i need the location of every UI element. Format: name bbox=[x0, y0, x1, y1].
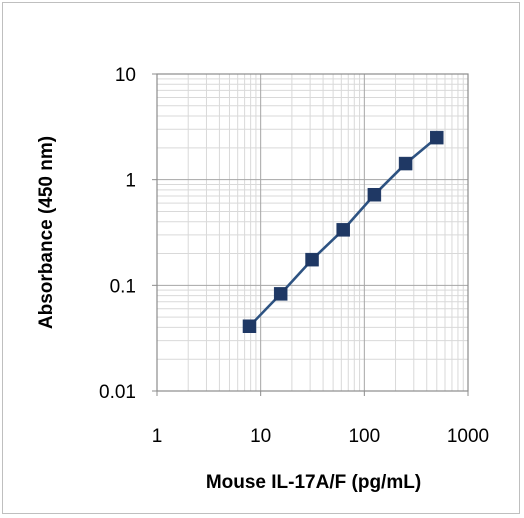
y-tick-label: 10 bbox=[115, 65, 136, 86]
y-tick-label: 0.1 bbox=[110, 276, 136, 297]
axis-ticks bbox=[152, 73, 469, 396]
data-point-marker bbox=[430, 130, 444, 145]
data-point-marker bbox=[242, 319, 257, 333]
grid-minor bbox=[157, 74, 468, 391]
data-point-marker bbox=[305, 252, 319, 267]
x-tick-label: 100 bbox=[348, 426, 380, 447]
y-tick-label: 1 bbox=[125, 171, 136, 192]
series-markers bbox=[242, 130, 444, 333]
y-axis-title: Absorbance (450 nm) bbox=[36, 136, 57, 329]
data-point-marker bbox=[367, 187, 382, 202]
grid-major bbox=[156, 73, 469, 392]
x-tick-labels: 1 10 100 1000 bbox=[152, 426, 489, 447]
y-tick-labels: 0.01 0.1 1 10 bbox=[99, 65, 136, 403]
data-point-marker bbox=[336, 223, 350, 237]
x-axis-title: Mouse IL-17A/F (pg/mL) bbox=[206, 472, 421, 493]
y-tick-label: 0.01 bbox=[99, 382, 136, 403]
x-tick-label: 1 bbox=[152, 426, 163, 447]
data-point-marker bbox=[273, 287, 288, 301]
plot-area-border bbox=[156, 73, 469, 392]
x-tick-label: 10 bbox=[250, 426, 271, 447]
data-point-marker bbox=[398, 156, 413, 171]
x-tick-label: 1000 bbox=[447, 426, 489, 447]
